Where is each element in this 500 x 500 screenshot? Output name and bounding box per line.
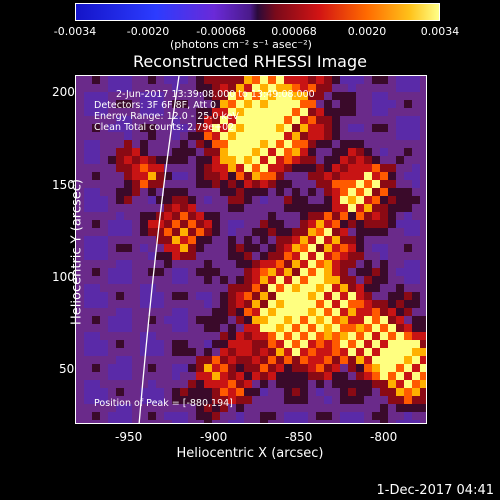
y-tick: 100: [52, 270, 75, 284]
colorbar-units: (photons cm⁻² s⁻¹ asec⁻²): [170, 38, 312, 51]
y-axis-label: Heliocentric Y (arcsec): [69, 179, 85, 325]
limb-line: [138, 76, 180, 423]
colorbar-tick: 0.0020: [347, 25, 387, 38]
colorbar-tick: -0.0034: [53, 25, 97, 38]
annotation-peak: Position of Peak = [-880,194]: [94, 398, 233, 409]
colorbar-tick: 0.00068: [271, 25, 317, 38]
heatmap: [76, 76, 426, 423]
y-tick: 150: [52, 178, 75, 192]
x-tick: -950: [115, 430, 143, 444]
y-tick: 50: [59, 362, 75, 376]
colorbar-tick: 0.0034: [420, 25, 460, 38]
image-title: Reconstructed RHESSI Image: [133, 52, 367, 71]
y-tick: 200: [52, 85, 75, 99]
annotation-time: 2-Jun-2017 13:39:08.000 to 13:49:08.000: [116, 89, 315, 100]
rhessi-image: 2-Jun-2017 13:39:08.000 to 13:49:08.000 …: [75, 75, 427, 424]
colorbar-tick: -0.0020: [126, 25, 170, 38]
x-tick: -900: [200, 430, 228, 444]
annotation-detectors: Detectors: 3F 6F 8F, Att 0: [94, 100, 217, 111]
colorbar: [75, 3, 440, 21]
x-axis-label: Heliocentric X (arcsec): [176, 446, 324, 461]
annotation-energy: Energy Range: 12.0 - 25.0 keV: [94, 111, 239, 122]
x-tick: -800: [370, 430, 398, 444]
x-tick: -850: [285, 430, 313, 444]
colorbar-tick: -0.00068: [196, 25, 246, 38]
annotation-clean: Clean Total counts: 2.79e+02: [94, 122, 235, 133]
timestamp: 1-Dec-2017 04:41: [376, 483, 495, 498]
